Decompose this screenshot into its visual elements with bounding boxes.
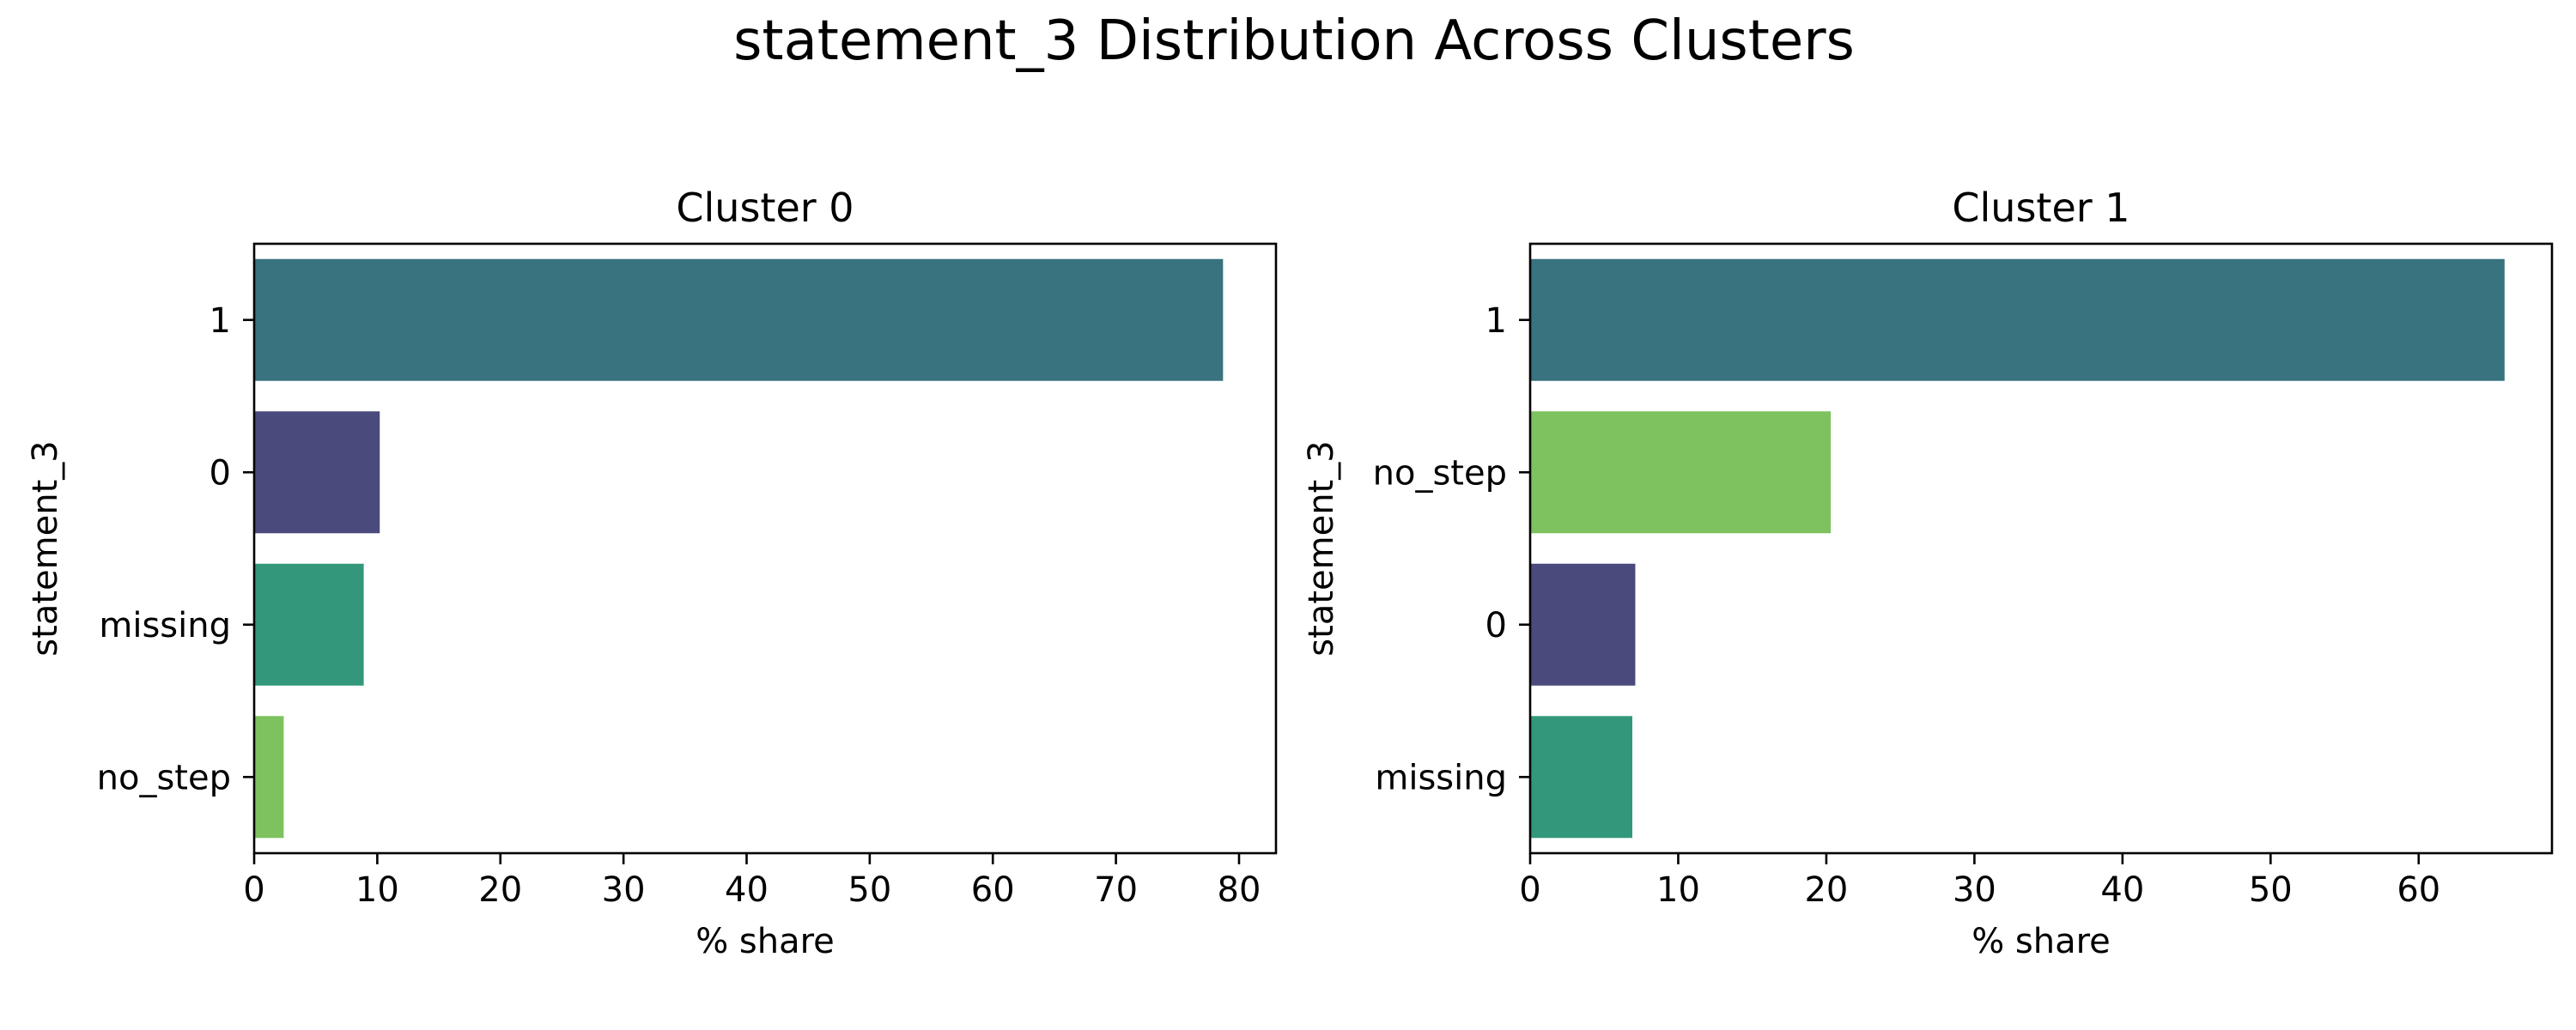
bar-0 bbox=[1530, 563, 1636, 686]
chart-panel-1: 1 no_step 0 missing 0 10 20 30 40 50 60 Cluster 1 % … bbox=[1302, 185, 2554, 961]
y-axis-label: statement_3 bbox=[26, 440, 65, 656]
bar-no_step bbox=[1530, 411, 1832, 534]
x-tick-label: 50 bbox=[2249, 870, 2293, 910]
y-tick-label: missing bbox=[99, 606, 231, 645]
bar-missing bbox=[254, 563, 364, 686]
x-tick-label: 40 bbox=[725, 870, 769, 910]
y-tick-label: no_step bbox=[1373, 453, 1507, 493]
y-tick-label: no_step bbox=[97, 758, 231, 797]
y-tick-label: 1 bbox=[1485, 301, 1507, 341]
bar-1 bbox=[254, 258, 1224, 381]
x-axis-label: % share bbox=[1971, 922, 2111, 961]
panel-title: Cluster 0 bbox=[676, 185, 854, 231]
y-tick-label: 0 bbox=[1485, 606, 1507, 645]
x-tick-label: 30 bbox=[602, 870, 646, 910]
x-tick-label: 50 bbox=[848, 870, 891, 910]
y-tick-label: 1 bbox=[210, 301, 231, 341]
y-tick-label: missing bbox=[1375, 758, 1507, 797]
x-tick-label: 10 bbox=[1656, 870, 1700, 910]
x-tick-label: 70 bbox=[1094, 870, 1138, 910]
plot-frame bbox=[1528, 242, 2554, 855]
bar-1 bbox=[1530, 258, 2505, 381]
x-tick-label: 60 bbox=[2397, 870, 2440, 910]
x-tick-label: 20 bbox=[478, 870, 522, 910]
x-tick-label: 20 bbox=[1804, 870, 1848, 910]
x-axis-label: % share bbox=[696, 922, 835, 961]
y-axis-label: statement_3 bbox=[1302, 440, 1341, 656]
bar-no_step bbox=[254, 716, 284, 839]
x-tick-label: 40 bbox=[2100, 870, 2144, 910]
panel-title: Cluster 1 bbox=[1952, 185, 2129, 231]
x-tick-label: 30 bbox=[1953, 870, 1996, 910]
plot-frame bbox=[252, 242, 1278, 855]
bar-missing bbox=[1530, 716, 1632, 839]
x-tick-label: 0 bbox=[1519, 870, 1540, 910]
x-tick-label: 80 bbox=[1218, 870, 1261, 910]
figure-title: statement_3 Distribution Across Clusters bbox=[733, 9, 1855, 73]
x-tick-label: 60 bbox=[971, 870, 1015, 910]
y-tick-label: 0 bbox=[210, 453, 231, 493]
bar-0 bbox=[254, 411, 380, 534]
x-tick-label: 0 bbox=[243, 870, 264, 910]
x-tick-label: 10 bbox=[355, 870, 399, 910]
